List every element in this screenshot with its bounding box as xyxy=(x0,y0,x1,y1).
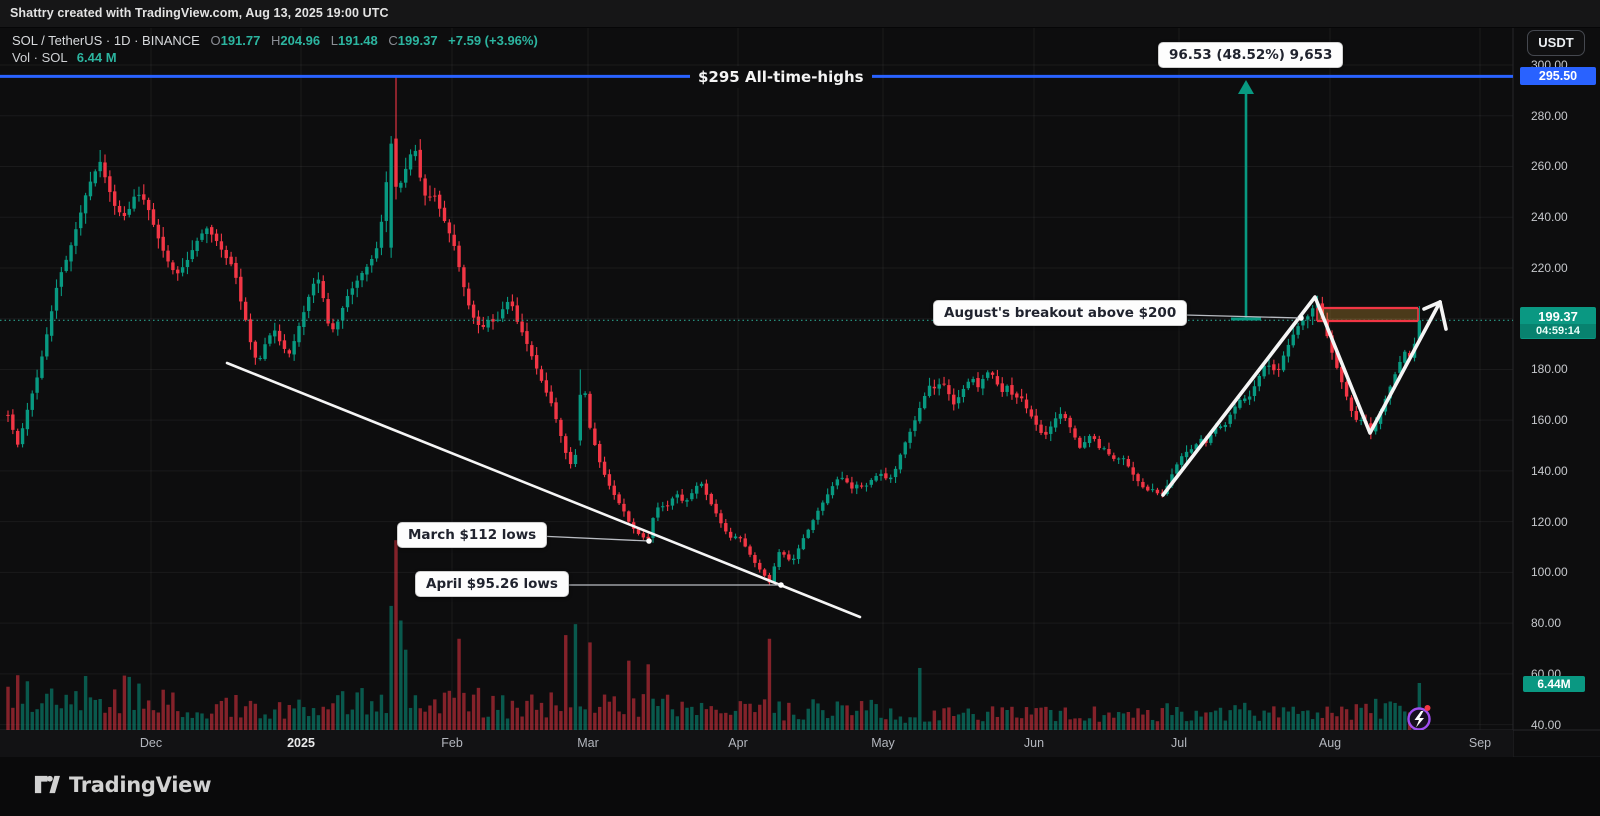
time-tick-Feb: Feb xyxy=(441,736,463,750)
price-tick: 280.00 xyxy=(1531,108,1568,123)
time-tick-Jun: Jun xyxy=(1023,736,1045,750)
price-tick: 40.00 xyxy=(1531,717,1562,732)
grid-lines xyxy=(0,28,1600,758)
volume-flag: 6.44M xyxy=(1523,676,1585,692)
footer-bar: TradingView xyxy=(0,757,1600,816)
time-tick-May: May xyxy=(871,736,895,750)
price-tick: 100.00 xyxy=(1531,565,1568,580)
ath-price-flag: 295.50 xyxy=(1520,67,1596,85)
close-value: 199.37 xyxy=(397,33,438,48)
measure-arrow xyxy=(1231,80,1261,321)
april-low-callout-label[interactable]: April $95.26 lows xyxy=(415,571,569,597)
time-tick-Mar: Mar xyxy=(577,736,599,750)
price-tick: 140.00 xyxy=(1531,463,1568,478)
time-axis[interactable]: Dec 2025 Feb Mar Apr May Jun Jul Aug Sep xyxy=(0,730,1513,757)
breakout-callout-label[interactable]: August's breakout above $200 xyxy=(933,300,1188,326)
projection-zigzag-arrow xyxy=(1161,295,1448,497)
open-key: O xyxy=(210,33,221,48)
attribution-bar: Shattry created with TradingView.com, Au… xyxy=(0,0,1600,28)
open-value: 191.77 xyxy=(220,33,261,48)
price-axis[interactable]: USDT 300.00 280.00 260.00 240.00 220.00 180.0… xyxy=(1513,28,1600,757)
high-key: H xyxy=(270,33,281,48)
time-tick-Jul: Jul xyxy=(1171,736,1187,750)
resistance-box xyxy=(1316,306,1419,323)
low-key: L xyxy=(330,33,338,48)
candle-series[interactable] xyxy=(6,76,1422,585)
symbol-legend[interactable]: SOL / TetherUS · 1D · BINANCE O191.77 H2… xyxy=(12,33,538,48)
measure-tool-label[interactable]: 96.53 (48.52%) 9,653 xyxy=(1158,42,1344,68)
ath-line-label[interactable]: $295 All-time-highs xyxy=(690,66,872,88)
price-tick: 180.00 xyxy=(1531,362,1568,377)
volume-key: Vol · SOL xyxy=(12,50,68,65)
descending-trendline xyxy=(225,361,862,619)
price-tick: 160.00 xyxy=(1531,413,1568,428)
change-value: +7.59 (+3.96%) xyxy=(448,33,538,48)
time-tick-Aug: Aug xyxy=(1318,736,1342,750)
low-value: 191.48 xyxy=(338,33,378,48)
volume-legend[interactable]: Vol · SOL 6.44 M xyxy=(12,50,117,65)
price-tick: 260.00 xyxy=(1531,159,1568,174)
price-tick: 220.00 xyxy=(1531,260,1568,275)
last-price-value: 199.37 xyxy=(1538,309,1578,324)
last-price-flag: 199.37 04:59:14 xyxy=(1520,307,1596,339)
time-tick-Sep: Sep xyxy=(1468,736,1492,750)
tradingview-logo[interactable]: TradingView xyxy=(33,771,211,798)
bar-countdown: 04:59:14 xyxy=(1520,324,1596,338)
price-tick: 80.00 xyxy=(1531,616,1562,631)
price-tick: 240.00 xyxy=(1531,210,1568,225)
callout-lines xyxy=(537,313,1304,588)
volume-series xyxy=(6,540,1422,730)
tradingview-logo-text: TradingView xyxy=(69,772,212,797)
high-value: 204.96 xyxy=(280,33,321,48)
close-key: C xyxy=(388,33,398,48)
volume-value: 6.44 M xyxy=(76,50,117,65)
time-tick-2025: 2025 xyxy=(287,736,315,750)
time-tick-Dec: Dec xyxy=(139,736,163,750)
currency-toggle-button[interactable]: USDT xyxy=(1527,30,1585,56)
flash-widget-icon[interactable] xyxy=(1407,705,1431,731)
symbol-title: SOL / TetherUS · 1D · BINANCE xyxy=(12,33,200,48)
time-tick-Apr: Apr xyxy=(728,736,748,750)
price-tick: 120.00 xyxy=(1531,514,1568,529)
march-low-callout-label[interactable]: March $112 lows xyxy=(397,522,548,548)
attribution-text: Shattry created with TradingView.com, Au… xyxy=(10,6,389,20)
tradingview-logo-icon xyxy=(34,775,60,794)
